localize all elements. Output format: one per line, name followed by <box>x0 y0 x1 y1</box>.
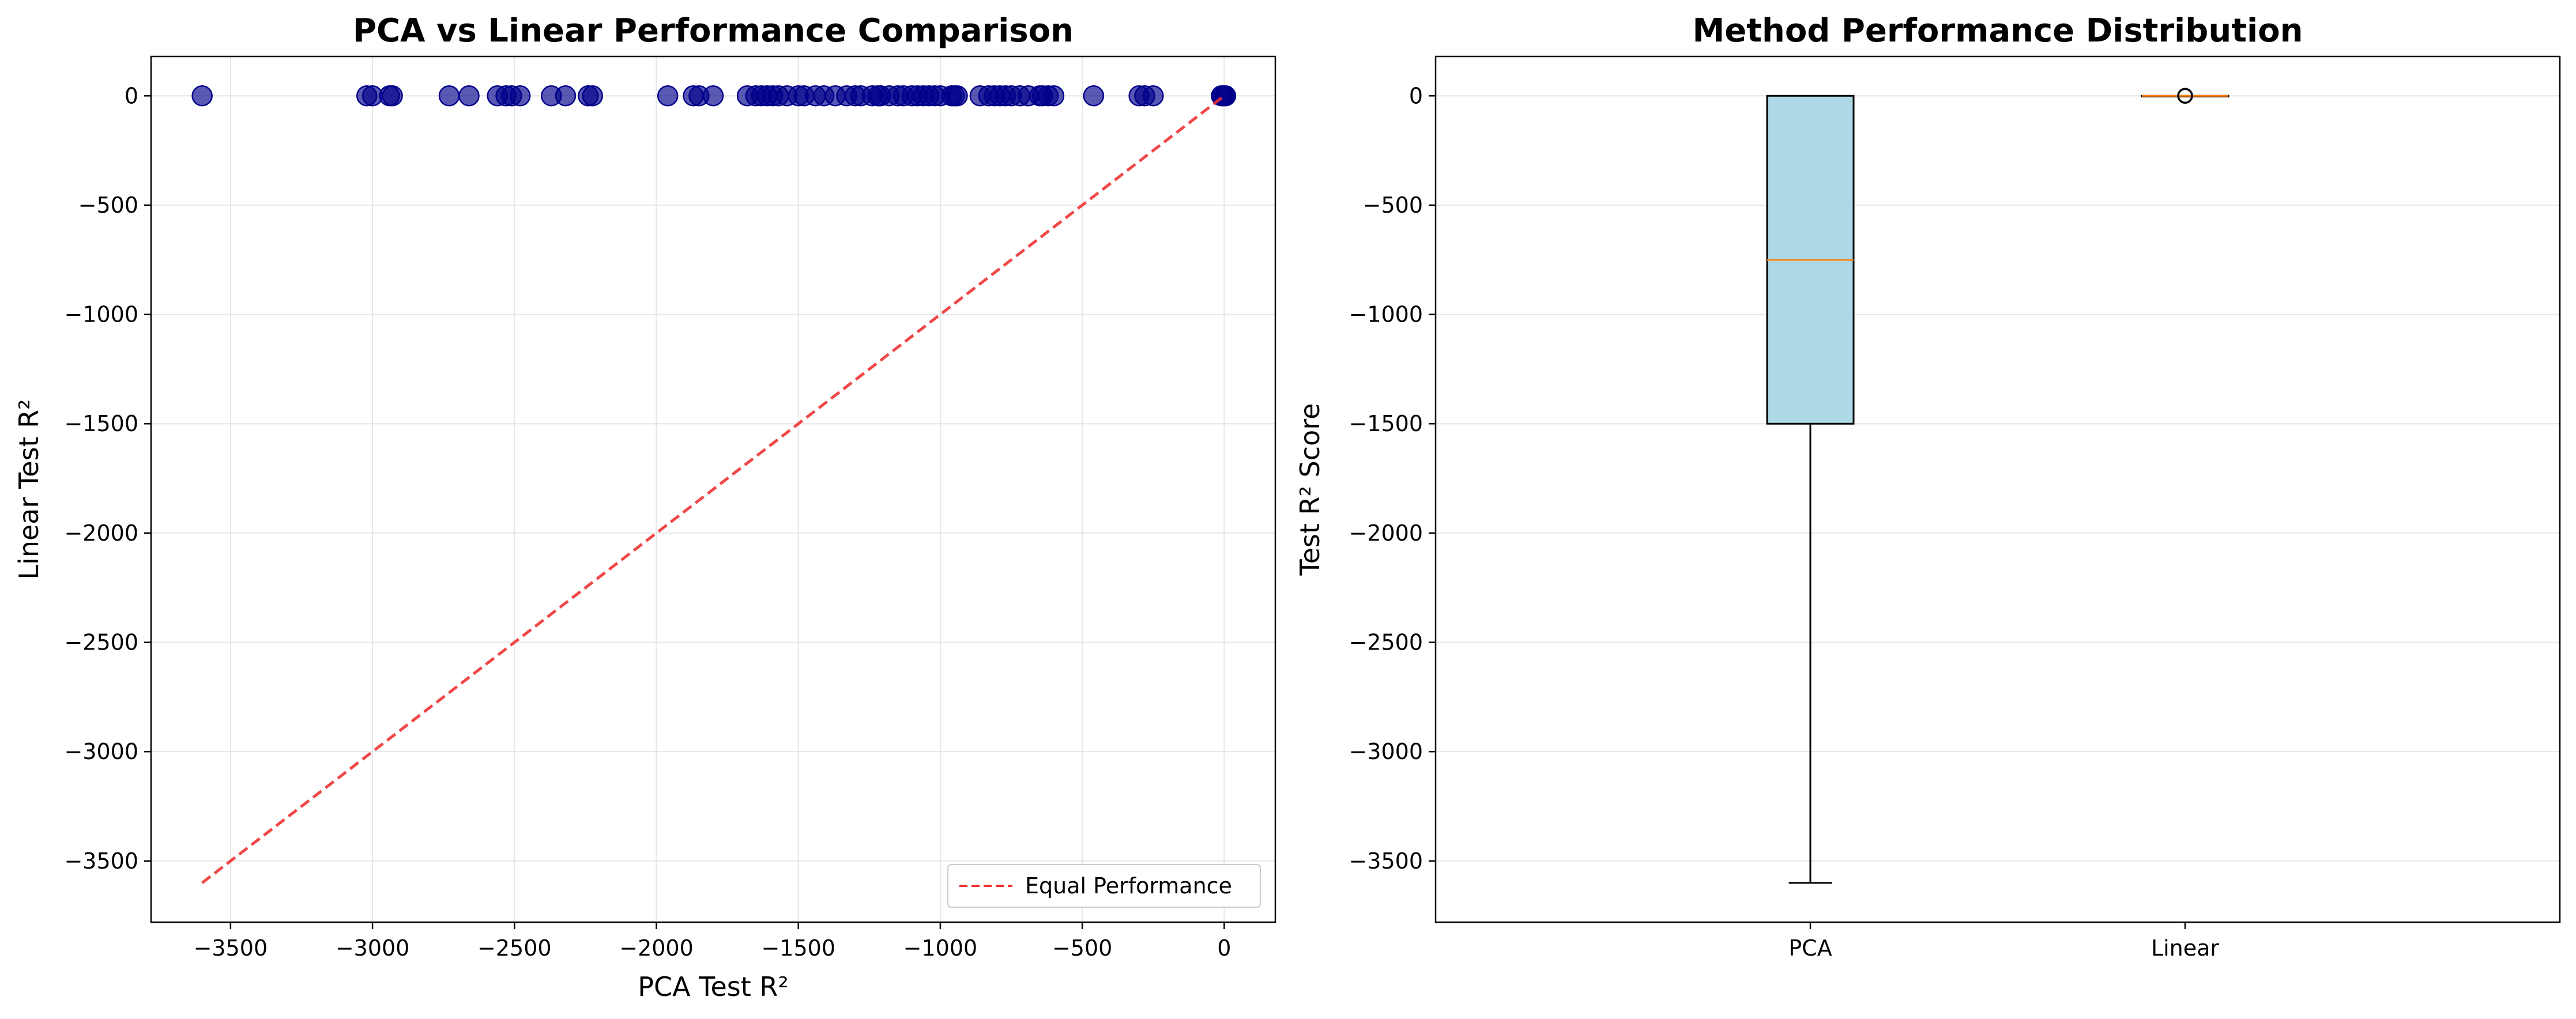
scatter-x-tick-label: −3000 <box>336 935 410 961</box>
boxplot-y-tick-label: −500 <box>1363 193 1423 218</box>
scatter-point <box>438 85 460 107</box>
scatter-y-axis-label: Linear Test R² <box>13 399 44 579</box>
scatter-point <box>458 85 480 107</box>
boxplot-y-tick-label: 0 <box>1409 83 1423 108</box>
scatter-y-tick-label: −1500 <box>64 411 138 436</box>
scatter-x-tick-label: −1000 <box>903 935 978 961</box>
boxplot-y-tick-label: −2000 <box>1349 520 1423 546</box>
scatter-x-tick-label: −1500 <box>761 935 835 961</box>
scatter-point <box>657 85 679 107</box>
scatter-y-tick-label: −500 <box>78 193 138 218</box>
boxplot-y-axis-label: Test R² Score <box>1294 403 1325 576</box>
boxplot-title: Method Performance Distribution <box>1692 12 2303 50</box>
scatter-y-tick-label: 0 <box>125 83 138 108</box>
scatter-y-tick-label: −1000 <box>64 302 138 327</box>
boxplot-marks <box>1766 88 2229 884</box>
scatter-y-tick-label: −2500 <box>64 630 138 655</box>
scatter-ticks: −3500 −3000 −2500 −2000 −1500 −1000 −500 0 0 −500… <box>64 83 1231 961</box>
boxplot-plot-area <box>1436 56 2560 922</box>
scatter-point <box>947 85 968 107</box>
legend-label-equal-performance: Equal Performance <box>1025 873 1232 899</box>
boxplot-x-tick-label: Linear <box>2151 935 2219 961</box>
equal-performance-line <box>201 95 1225 884</box>
boxplot-y-tick-label: −3000 <box>1349 739 1423 764</box>
scatter-title: PCA vs Linear Performance Comparison <box>353 12 1074 50</box>
legend: Equal Performance <box>947 864 1261 908</box>
scatter-point <box>1143 85 1164 107</box>
scatter-x-axis-label: PCA Test R² <box>638 971 789 1002</box>
scatter-x-tick-label: 0 <box>1217 935 1231 961</box>
scatter-point <box>582 85 603 107</box>
scatter-point <box>382 85 403 107</box>
scatter-point <box>1215 85 1237 107</box>
scatter-x-tick-label: −2500 <box>477 935 552 961</box>
scatter-y-tick-label: −3500 <box>64 848 138 874</box>
boxplot-y-tick-label: −3500 <box>1349 848 1423 874</box>
boxplot-frame <box>1434 55 2561 923</box>
scatter-frame <box>150 55 1276 923</box>
boxplot-y-tick-label: −2500 <box>1349 630 1423 655</box>
scatter-x-tick-label: −500 <box>1052 935 1112 961</box>
scatter-grid <box>151 56 1275 922</box>
scatter-point <box>1043 85 1065 107</box>
scatter-marks <box>191 85 1237 884</box>
scatter-x-tick-label: −3500 <box>194 935 268 961</box>
boxplot-panel: 0 −500 −1000 −1500 −2000 −2500 −3000 −3500 PCA Li… <box>1294 12 2561 961</box>
linear-outlier-point <box>2177 88 2193 104</box>
boxplot-y-tick-label: −1500 <box>1349 411 1423 436</box>
scatter-x-tick-label: −2000 <box>619 935 694 961</box>
scatter-point <box>509 85 531 107</box>
scatter-point <box>191 85 213 107</box>
boxplot-ticks: 0 −500 −1000 −1500 −2000 −2500 −3000 −3500 PCA Li… <box>1349 83 2219 961</box>
boxplot-grid <box>1436 95 2560 862</box>
scatter-y-tick-label: −3000 <box>64 739 138 764</box>
scatter-point <box>702 85 724 107</box>
boxplot-x-tick-label: PCA <box>1788 935 1832 961</box>
scatter-panel: −3500 −3000 −2500 −2000 −1500 −1000 −500 0 0 −500… <box>13 12 1276 1002</box>
boxplot-y-tick-label: −1000 <box>1349 302 1423 327</box>
scatter-point <box>555 85 577 107</box>
scatter-y-tick-label: −2000 <box>64 520 138 546</box>
legend-box <box>947 864 1261 908</box>
scatter-point <box>1083 85 1105 107</box>
